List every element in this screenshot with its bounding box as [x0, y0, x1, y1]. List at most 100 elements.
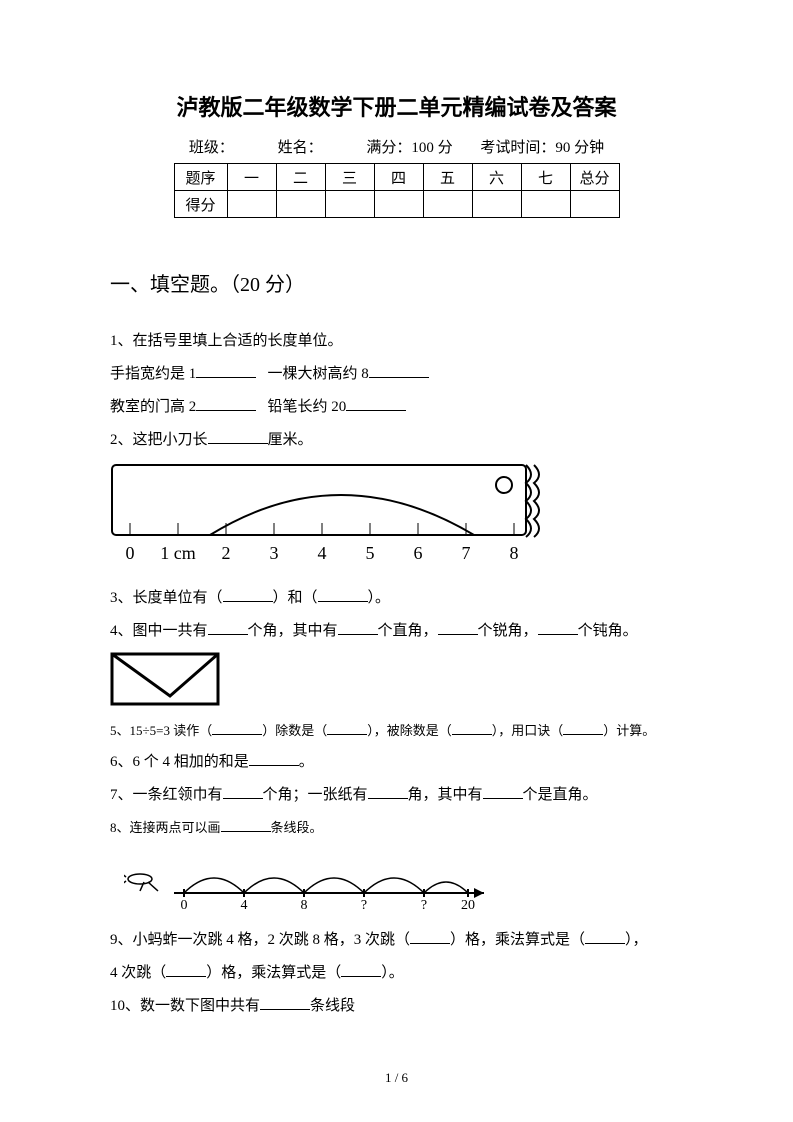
time-label: 考试时间：	[480, 140, 555, 156]
ruler-mark: 5	[366, 543, 375, 563]
ruler-mark: 4	[318, 543, 327, 563]
text: 个角，其中有	[248, 623, 338, 639]
full-label: 满分：	[366, 140, 411, 156]
text: 条线段	[310, 998, 355, 1014]
col-head: 一	[227, 164, 276, 191]
tick-label: 0	[181, 898, 188, 913]
envelope-figure	[110, 652, 683, 711]
q1-line3: 教室的门高 2 铅笔长约 20	[110, 391, 683, 424]
blank	[260, 994, 310, 1010]
name-label: 姓名：	[278, 140, 323, 156]
text: ）。	[368, 590, 391, 606]
blank	[452, 721, 492, 735]
text: ）。	[381, 965, 404, 981]
ant-figure: 0 4 8 ? ? 20	[124, 853, 683, 918]
text: 个锐角，	[478, 623, 538, 639]
table-row: 得分	[174, 191, 619, 218]
tick-label: 4	[241, 898, 248, 913]
text: 4 次跳（	[110, 965, 166, 981]
q9-line2: 4 次跳（）格，乘法算式是（）。	[110, 957, 683, 990]
class-label: 班级：	[189, 140, 234, 156]
blank	[346, 395, 406, 411]
exam-page: 泸教版二年级数学下册二单元精编试卷及答案 班级： 姓名： 满分：100 分 考试…	[0, 0, 793, 1122]
q6: 6、6 个 4 相加的和是。	[110, 746, 683, 779]
ruler-icon: 0 1 cm 2 3 4 5 6 7 8	[110, 463, 550, 569]
text: 个直角，	[378, 623, 438, 639]
q2: 2、这把小刀长厘米。	[110, 424, 683, 457]
text: 铅笔长约 20	[268, 399, 347, 415]
text: 个钝角。	[578, 623, 638, 639]
text: 2、这把小刀长	[110, 432, 208, 448]
ruler-mark: 7	[462, 543, 471, 563]
row-head: 题序	[174, 164, 227, 191]
score-cell	[521, 191, 570, 218]
blank	[563, 721, 603, 735]
ruler-mark: 3	[270, 543, 279, 563]
text: 4、图中一共有	[110, 623, 208, 639]
score-cell	[227, 191, 276, 218]
q8: 8、连接两点可以画条线段。	[110, 812, 683, 843]
blank	[221, 818, 271, 832]
col-head: 六	[472, 164, 521, 191]
tick-label: 8	[301, 898, 308, 913]
blank	[341, 961, 381, 977]
text: 角，其中有	[408, 787, 483, 803]
q5: 5、15÷5=3 读作（）除数是（），被除数是（），用口诀（）计算。	[110, 715, 683, 746]
score-cell	[374, 191, 423, 218]
blank	[196, 395, 256, 411]
row-head: 得分	[174, 191, 227, 218]
time-value: 90 分钟	[555, 140, 604, 156]
blank	[208, 428, 268, 444]
text: ），用口诀（	[492, 723, 564, 738]
q1-line1: 1、在括号里填上合适的长度单位。	[110, 325, 683, 358]
text: 手指宽约是 1	[110, 366, 196, 382]
blank	[223, 783, 263, 799]
text: ）和（	[273, 590, 318, 606]
text: 一棵大树高约 8	[268, 366, 369, 382]
text: 3、长度单位有（	[110, 590, 223, 606]
text: 9、小蚂蚱一次跳 4 格，2 次跳 8 格，3 次跳（	[110, 932, 410, 948]
blank	[338, 619, 378, 635]
blank	[249, 750, 299, 766]
blank	[483, 783, 523, 799]
blank	[585, 928, 625, 944]
ruler-mark: 6	[414, 543, 423, 563]
tick-label: ?	[361, 898, 367, 913]
blank	[208, 619, 248, 635]
col-head: 总分	[570, 164, 619, 191]
q3: 3、长度单位有（ ）和（ ）。	[110, 582, 683, 615]
info-line: 班级： 姓名： 满分：100 分 考试时间：90 分钟	[110, 136, 683, 157]
q1-line2: 手指宽约是 1 一棵大树高约 8	[110, 358, 683, 391]
score-table: 题序 一 二 三 四 五 六 七 总分 得分	[174, 163, 620, 218]
score-cell	[423, 191, 472, 218]
tick-label: 20	[461, 898, 475, 913]
q10: 10、数一数下图中共有条线段	[110, 990, 683, 1023]
col-head: 三	[325, 164, 374, 191]
blank	[538, 619, 578, 635]
section-heading: 一、填空题。（20 分）	[110, 268, 683, 297]
text: 7、一条红领巾有	[110, 787, 223, 803]
score-cell	[472, 191, 521, 218]
text: 教室的门高 2	[110, 399, 196, 415]
blank	[368, 783, 408, 799]
blank	[212, 721, 262, 735]
full-value: 100 分	[411, 140, 452, 156]
blank	[327, 721, 367, 735]
text: ）计算。	[603, 723, 655, 738]
ruler-mark: 2	[222, 543, 231, 563]
page-title: 泸教版二年级数学下册二单元精编试卷及答案	[110, 90, 683, 122]
ant-jump-icon: 0 4 8 ? ? 20	[124, 853, 504, 913]
text: 5、15÷5=3 读作（	[110, 723, 212, 738]
q9-line1: 9、小蚂蚱一次跳 4 格，2 次跳 8 格，3 次跳（）格，乘法算式是（），	[110, 924, 683, 957]
text: 。	[299, 754, 314, 770]
col-head: 五	[423, 164, 472, 191]
text: 条线段。	[271, 820, 323, 835]
ruler-mark: 8	[510, 543, 519, 563]
text: ）格，乘法算式是（	[450, 932, 585, 948]
blank	[223, 586, 273, 602]
text: 个角；一张纸有	[263, 787, 368, 803]
blank	[369, 362, 429, 378]
text: ）除数是（	[262, 723, 327, 738]
score-cell	[570, 191, 619, 218]
text: 个是直角。	[523, 787, 598, 803]
